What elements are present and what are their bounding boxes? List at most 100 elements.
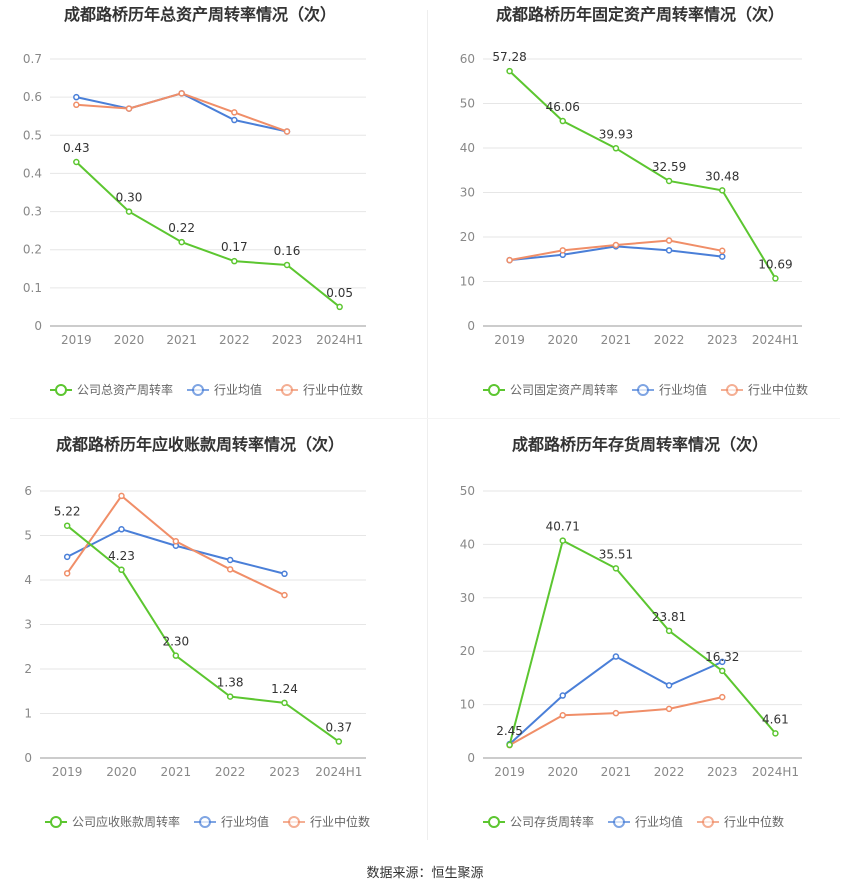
legend-marker — [613, 816, 625, 828]
y-tick-label: 0.2 — [23, 243, 42, 257]
data-point — [612, 653, 620, 660]
data-point — [612, 709, 620, 717]
legend-item: 行业均值 — [632, 382, 707, 397]
legend-item: 行业中位数 — [721, 382, 808, 397]
data-point — [73, 93, 80, 101]
x-tick-label: 2021 — [166, 333, 197, 347]
data-point — [559, 117, 566, 125]
series-line — [508, 70, 777, 279]
data-point — [118, 566, 125, 574]
data-point — [281, 699, 288, 707]
data-point — [226, 566, 234, 573]
data-point — [73, 158, 80, 166]
legend-item: 行业中位数 — [283, 814, 370, 829]
data-point — [612, 241, 620, 249]
y-tick-label: 1 — [24, 707, 32, 721]
data-point — [73, 101, 80, 109]
data-point — [506, 256, 513, 264]
legend-item: 行业均值 — [194, 814, 269, 829]
data-label: 30.48 — [705, 169, 739, 183]
data-point — [665, 237, 673, 244]
y-tick-label: 0.5 — [23, 128, 42, 142]
data-point — [178, 90, 185, 97]
data-point — [665, 177, 673, 185]
data-point — [231, 109, 238, 116]
y-tick-label: 2 — [24, 662, 32, 676]
x-tick-label: 2023 — [707, 333, 738, 347]
y-tick-label: 0.4 — [23, 166, 42, 180]
data-point — [719, 247, 726, 255]
y-tick-label: 20 — [460, 644, 475, 658]
data-point — [226, 556, 234, 564]
x-tick-label: 2020 — [547, 765, 578, 779]
data-point — [612, 145, 620, 152]
legend-marker — [281, 384, 293, 396]
y-tick-label: 4 — [24, 573, 32, 587]
chart-inventory-turnover: 成都路桥历年存货周转率情况（次） 0 10 20 30 40 50 2019 2020 2021 2… — [435, 430, 850, 855]
series-line — [508, 655, 723, 745]
data-point — [719, 187, 726, 194]
legend-item: 行业均值 — [187, 382, 262, 397]
legend-marker — [55, 384, 67, 396]
chart-title: 成都路桥历年存货周转率情况（次） — [512, 435, 768, 454]
legend-item: 公司总资产周转率 — [50, 382, 173, 397]
data-point — [772, 730, 779, 737]
data-label: 0.05 — [326, 286, 353, 300]
legend-item: 公司固定资产周转率 — [483, 382, 618, 397]
vertical-divider — [427, 10, 428, 840]
data-point — [231, 116, 238, 124]
y-tick-label: 20 — [460, 230, 475, 244]
legend-marker — [288, 816, 300, 828]
data-point — [172, 652, 180, 659]
y-tick-label: 6 — [24, 484, 32, 498]
series-line — [76, 92, 288, 133]
y-tick-label: 0.6 — [23, 90, 42, 104]
data-point — [506, 67, 513, 75]
x-tick-label: 2021 — [161, 765, 192, 779]
data-label: 0.22 — [168, 221, 195, 235]
data-point — [719, 693, 726, 701]
series-line — [75, 161, 341, 308]
legend-label: 公司存货周转率 — [510, 814, 594, 829]
x-tick-label: 2024H1 — [316, 333, 363, 347]
data-point — [172, 538, 180, 545]
legend-item: 公司存货周转率 — [483, 814, 594, 829]
data-point — [283, 261, 291, 269]
y-tick-label: 10 — [460, 275, 475, 289]
legend-label: 行业中位数 — [310, 814, 370, 829]
data-point — [665, 247, 673, 254]
horizontal-divider — [10, 418, 840, 419]
y-tick-label: 0 — [24, 751, 32, 765]
data-label: 23.81 — [652, 610, 686, 624]
data-label: 32.59 — [652, 160, 686, 174]
data-label: 1.24 — [271, 682, 298, 696]
x-tick-label: 2024H1 — [752, 765, 799, 779]
legend-marker — [637, 384, 649, 396]
data-point — [719, 667, 726, 675]
x-tick-label: 2020 — [547, 333, 578, 347]
data-point — [281, 591, 288, 599]
x-tick-label: 2019 — [494, 765, 525, 779]
data-label: 2.30 — [162, 635, 189, 649]
data-point — [772, 275, 779, 282]
legend-marker — [50, 816, 62, 828]
data-point — [336, 303, 343, 311]
data-point — [178, 238, 185, 246]
legend-item: 行业中位数 — [276, 382, 363, 397]
x-tick-label: 2023 — [272, 333, 303, 347]
data-point — [63, 553, 71, 561]
y-tick-label: 40 — [460, 141, 475, 155]
y-tick-label: 60 — [460, 52, 475, 66]
x-tick-label: 2023 — [707, 765, 738, 779]
chart-svg: 成都路桥历年应收账款周转率情况（次） 0 1 2 3 4 5 6 2019 2020 2021 202… — [24, 435, 370, 829]
x-tick-label: 2021 — [601, 765, 632, 779]
data-label: 39.93 — [599, 127, 633, 141]
chart-svg: 成都路桥历年总资产周转率情况（次） 0 0.1 0.2 0.3 0.4 0.5 0.6 0.7 2… — [23, 5, 366, 397]
chart-svg: 成都路桥历年固定资产周转率情况（次） 0 10 20 30 40 50 60 2019 2020 2… — [460, 5, 808, 397]
legend-marker — [488, 816, 500, 828]
y-tick-label: 0.1 — [23, 281, 42, 295]
y-tick-label: 40 — [460, 537, 475, 551]
x-tick-label: 2024H1 — [752, 333, 799, 347]
data-point — [506, 741, 513, 749]
y-tick-label: 3 — [24, 618, 32, 632]
